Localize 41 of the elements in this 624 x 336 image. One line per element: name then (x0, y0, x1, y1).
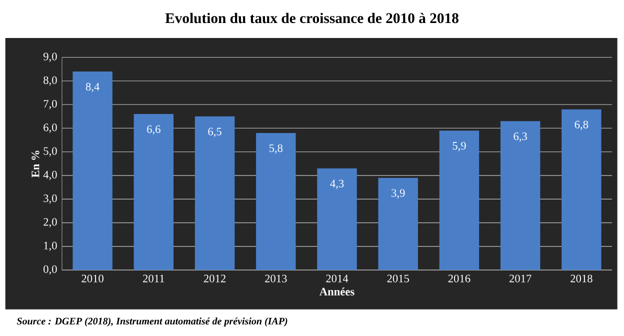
x-tick-label: 2015 (387, 274, 410, 282)
data-label: 6,5 (208, 128, 222, 138)
bar (562, 109, 602, 270)
y-tick-label: 5,0 (44, 147, 57, 156)
y-axis-title: En % (32, 150, 40, 178)
y-tick-label: 4,0 (43, 170, 57, 180)
y-tick-label: 9,0 (43, 52, 57, 62)
chart-title: Evolution du taux de croissance de 2010 à 2018 (165, 12, 458, 24)
data-label: 4,3 (330, 180, 344, 190)
x-tick-label: 2017 (510, 274, 532, 282)
data-label: 5,8 (269, 144, 283, 154)
data-label: 6,6 (147, 125, 160, 135)
bar (317, 168, 357, 270)
x-tick-label: 2018 (570, 274, 592, 282)
bar (134, 114, 174, 270)
x-axis-title: Années (319, 288, 354, 296)
data-label: 3,9 (392, 189, 405, 198)
x-tick-label: 2013 (265, 274, 287, 282)
bar (194, 116, 235, 270)
y-tick-label: 6,0 (44, 124, 57, 133)
x-tick-label: 2012 (204, 274, 226, 282)
data-label: 6,3 (514, 132, 527, 142)
data-label: 8,4 (86, 82, 100, 92)
x-tick-label: 2016 (448, 274, 470, 282)
bar (72, 72, 112, 270)
y-tick-label: 8,0 (44, 76, 57, 86)
data-label: 6,8 (574, 120, 588, 130)
bar (378, 178, 418, 270)
y-tick-label: 1,0 (44, 242, 57, 252)
source-note: Source : DGEP (2018), Instrument automatisé de prévision (IAP) (16, 317, 288, 327)
y-tick-label: 2,0 (44, 218, 57, 228)
x-tick-label: 2011 (143, 274, 164, 282)
bar (439, 130, 480, 270)
y-tick-label: 0,0 (44, 265, 57, 275)
y-tick-label: 3,0 (44, 194, 57, 204)
data-label: 5,9 (452, 142, 466, 152)
x-tick-label: 2010 (82, 274, 104, 282)
x-tick-label: 2014 (326, 274, 348, 282)
y-tick-label: 7,0 (44, 100, 57, 110)
bar (500, 121, 540, 270)
bar (256, 132, 296, 270)
